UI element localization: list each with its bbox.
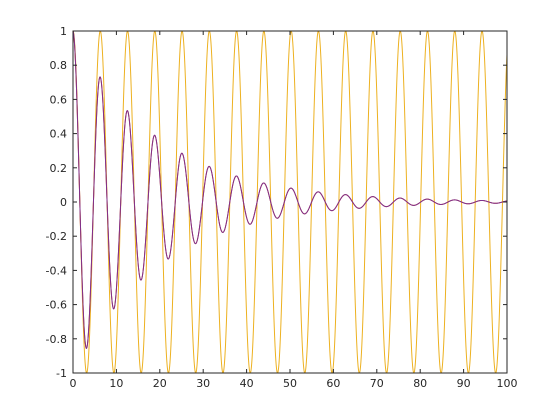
y-tick-label: 1 — [60, 25, 67, 38]
y-tick-label: 0.2 — [50, 162, 68, 175]
y-tick-label: -1 — [56, 367, 67, 380]
y-tick-label: 0.4 — [50, 128, 68, 141]
y-axis: 1 0.8 0.6 0.4 0.2 0 -0.2 -0.4 -0.6 -0.8 -1 — [46, 25, 507, 380]
plot-area: 0 10 20 30 40 50 60 70 80 90 100 1 0.8 0.6 0.4 0.2 0 -0.… — [46, 25, 518, 390]
x-tick-label: 10 — [109, 377, 123, 390]
x-tick-label: 80 — [413, 377, 427, 390]
x-tick-label: 70 — [370, 377, 384, 390]
x-tick-label: 100 — [497, 377, 518, 390]
y-tick-label: -0.4 — [46, 264, 67, 277]
x-tick-label: 50 — [283, 377, 297, 390]
y-tick-label: 0.6 — [50, 93, 68, 106]
series-line-1 — [73, 31, 507, 373]
x-tick-label: 30 — [196, 377, 210, 390]
x-tick-label: 0 — [70, 377, 77, 390]
x-axis: 0 10 20 30 40 50 60 70 80 90 100 — [70, 31, 518, 390]
x-tick-label: 20 — [153, 377, 167, 390]
y-tick-label: 0 — [60, 196, 67, 209]
series-line-3 — [73, 31, 507, 349]
series-layer — [73, 31, 507, 373]
y-tick-label: -0.8 — [46, 333, 67, 346]
x-tick-label: 60 — [326, 377, 340, 390]
y-tick-label: 0.8 — [50, 59, 68, 72]
x-tick-label: 40 — [240, 377, 254, 390]
y-tick-label: -0.6 — [46, 299, 67, 312]
y-tick-label: -0.2 — [46, 230, 67, 243]
x-tick-label: 90 — [457, 377, 471, 390]
